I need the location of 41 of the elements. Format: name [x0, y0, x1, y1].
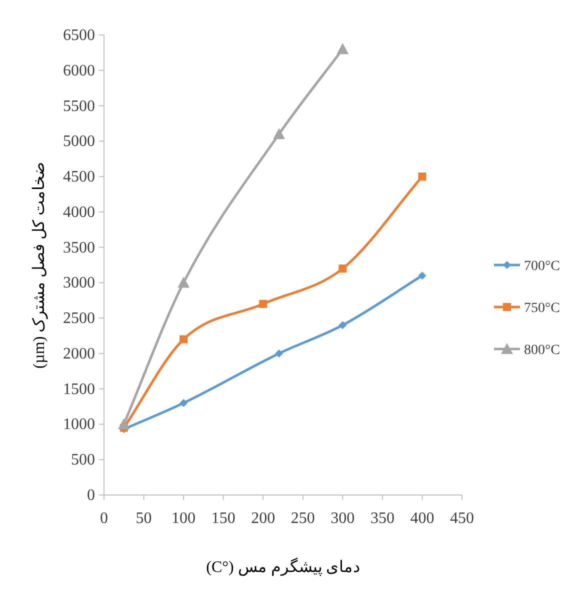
x-tick-label: 150	[211, 510, 236, 527]
x-tick-label: 350	[370, 510, 394, 527]
x-tick-label: 50	[136, 510, 152, 527]
point	[180, 335, 188, 344]
y-tick-label: 1000	[63, 416, 95, 434]
point	[275, 349, 284, 358]
x-tick-label: 400	[410, 510, 434, 527]
point	[273, 128, 286, 140]
point	[418, 172, 426, 181]
y-tick-label: 2500	[63, 310, 95, 328]
point	[338, 264, 347, 273]
y-tick-label: 5500	[63, 98, 95, 115]
y-tick-label: 500	[71, 452, 95, 469]
point	[336, 43, 349, 54]
y-tick-label: 3500	[63, 239, 95, 256]
point	[418, 272, 426, 280]
y-tick-label: 6500	[63, 27, 95, 44]
point	[180, 399, 188, 407]
y-tick-label: 1500	[63, 380, 95, 398]
y-tick-label: 2000	[63, 345, 95, 362]
legend-label: 700°C	[524, 259, 560, 274]
legend-label: 800°C	[524, 343, 560, 358]
y-tick-label: 0	[87, 487, 95, 504]
x-tick-label: 0	[100, 510, 108, 527]
legend-label: 750°C	[524, 301, 560, 316]
y-tick-label: 4500	[63, 168, 95, 186]
point	[178, 276, 190, 288]
x-tick-label: 300	[330, 510, 355, 527]
y-tick-label: 6000	[63, 62, 95, 80]
x-tick-label: 450	[450, 510, 474, 527]
point	[338, 321, 347, 330]
x-tick-label: 200	[251, 510, 276, 527]
y-tick-label: 3000	[63, 274, 95, 292]
x-axis-title: دمای پیشگرم مس (°C)	[206, 557, 360, 576]
x-tick-label: 100	[172, 510, 196, 527]
x-tick-label: 250	[290, 510, 315, 527]
y-tick-label: 5000	[63, 133, 95, 150]
y-tick-label: 4000	[63, 204, 95, 221]
point	[118, 418, 130, 430]
point	[259, 300, 268, 308]
y-axis-title: ضخامت کل فصل مشترک (µm)	[31, 161, 48, 369]
